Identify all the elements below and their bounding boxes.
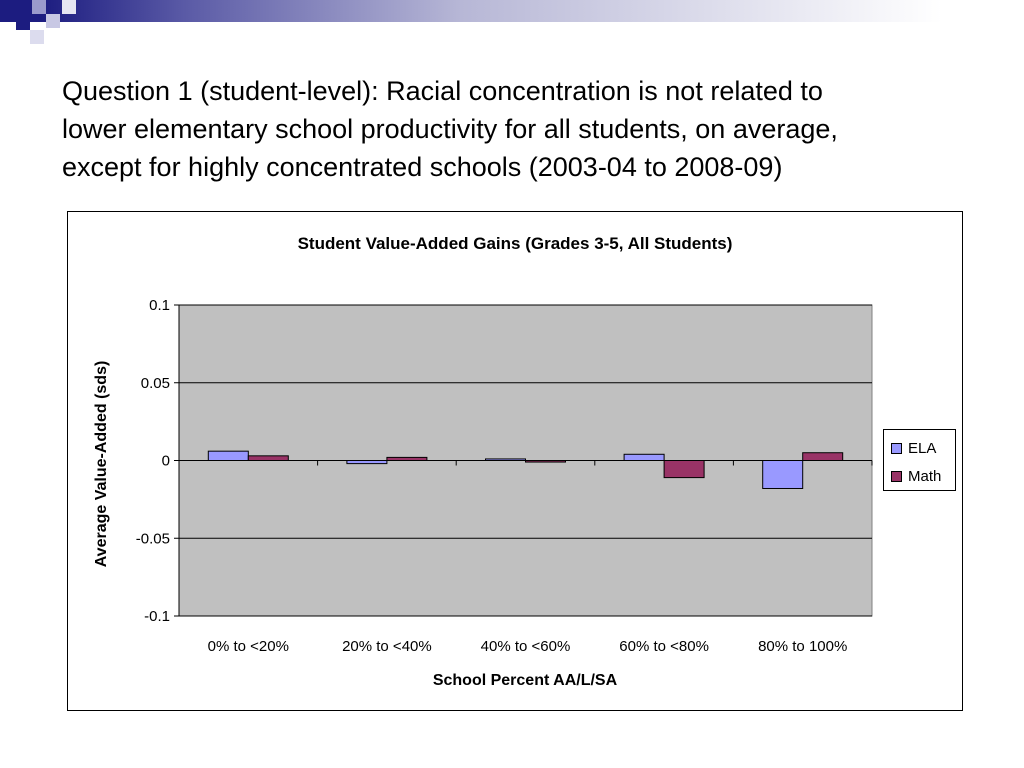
bar-ela [207, 450, 249, 461]
legend-swatch-ela [891, 442, 902, 454]
x-tick-label: 60% to <80% [619, 638, 709, 655]
bar-math [802, 452, 844, 462]
decor-square-2 [16, 16, 30, 30]
decor-square-4 [46, 14, 60, 28]
slide-title-line: lower elementary school productivity for… [62, 114, 838, 144]
x-tick-label: 80% to 100% [758, 638, 847, 655]
chart-frame: Student Value-Added Gains (Grades 3-5, A… [67, 211, 963, 711]
decor-square-1 [0, 0, 16, 16]
decor-square-6 [62, 0, 76, 14]
legend-item-ela: ELA [891, 434, 955, 462]
slide-title-line: except for highly concentrated schools (… [62, 152, 783, 182]
x-tick-label: 20% to <40% [342, 638, 432, 655]
header-band [0, 0, 1024, 22]
bar-math [247, 455, 289, 462]
axis-layer: 0.1 0.05 0 -0.05 -0.1 0% to <20% 20% to <40% 40… [136, 297, 873, 655]
bar-ela [623, 453, 665, 461]
legend-label-ela: ELA [908, 439, 937, 457]
bar-math [663, 460, 705, 479]
bar-layer [207, 450, 844, 489]
x-axis-title: School Percent AA/L/SA [433, 672, 618, 689]
slide-title: Question 1 (student-level): Racial conce… [62, 72, 982, 186]
bar-ela [762, 460, 804, 489]
chart-title: Student Value-Added Gains (Grades 3-5, A… [298, 234, 733, 253]
x-tick-label: 40% to <60% [481, 638, 571, 655]
decor-square-3 [32, 0, 46, 14]
x-tick-label: 0% to <20% [208, 638, 289, 655]
slide-title-line: Question 1 (student-level): Racial conce… [62, 76, 823, 106]
legend-swatch-math [891, 470, 902, 482]
decor-square-5 [30, 30, 44, 44]
y-tick-label: 0 [162, 453, 170, 470]
legend-label-math: Math [908, 467, 942, 485]
y-tick-label: 0.1 [149, 297, 170, 314]
bar-chart: Student Value-Added Gains (Grades 3-5, A… [93, 234, 873, 689]
chart-legend: ELA Math [883, 429, 956, 491]
y-tick-label: -0.1 [144, 608, 170, 625]
y-tick-label: -0.05 [136, 530, 170, 547]
y-axis-title: Average Value-Added (sds) [93, 361, 110, 568]
legend-item-math: Math [891, 462, 955, 490]
y-tick-label: 0.05 [141, 375, 170, 392]
